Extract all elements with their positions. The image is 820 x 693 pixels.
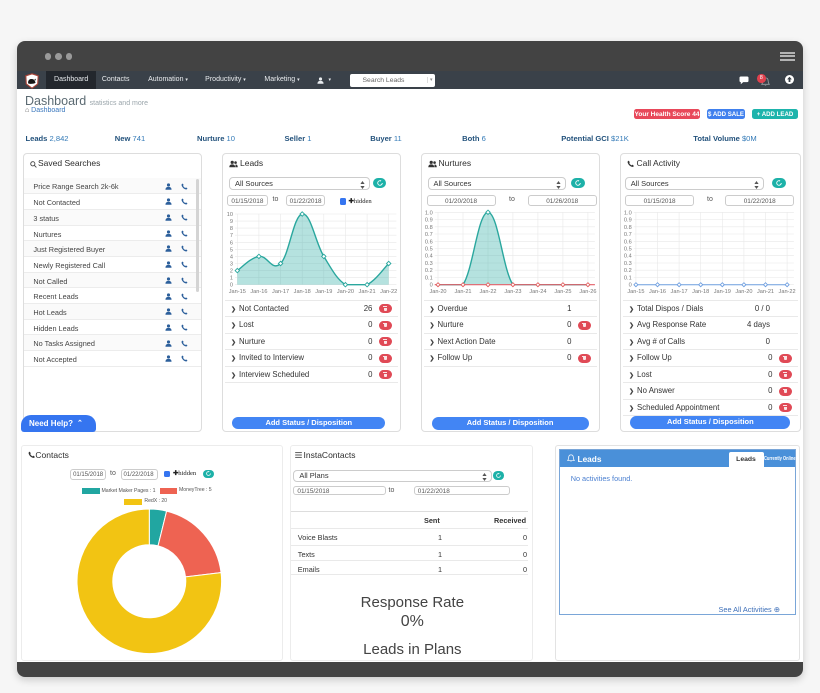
- svg-text:Jan-20: Jan-20: [429, 289, 446, 295]
- svg-text:0.2: 0.2: [624, 269, 632, 275]
- svg-text:4: 4: [230, 255, 233, 261]
- svg-text:0.2: 0.2: [424, 269, 432, 275]
- svg-text:1.0: 1.0: [424, 211, 432, 217]
- svg-text:0.9: 0.9: [424, 218, 432, 224]
- svg-text:Jan-17: Jan-17: [671, 289, 688, 295]
- svg-text:0.1: 0.1: [424, 276, 432, 282]
- svg-text:Jan-19: Jan-19: [315, 289, 332, 295]
- svg-text:0.4: 0.4: [624, 254, 632, 260]
- svg-text:0: 0: [230, 283, 233, 289]
- svg-text:0.3: 0.3: [624, 261, 632, 267]
- svg-text:Jan-25: Jan-25: [554, 289, 571, 295]
- svg-text:Jan-20: Jan-20: [735, 289, 752, 295]
- svg-text:Jan-24: Jan-24: [529, 289, 546, 295]
- svg-text:0.8: 0.8: [624, 225, 632, 231]
- svg-text:Jan-23: Jan-23: [504, 289, 521, 295]
- svg-text:0.6: 0.6: [424, 240, 432, 246]
- svg-text:Jan-15: Jan-15: [229, 289, 246, 295]
- svg-text:0.7: 0.7: [424, 232, 432, 238]
- svg-text:7: 7: [230, 234, 233, 240]
- svg-text:5: 5: [230, 248, 233, 254]
- svg-text:8: 8: [230, 226, 233, 232]
- svg-text:Jan-15: Jan-15: [627, 289, 644, 295]
- svg-text:0.6: 0.6: [624, 240, 632, 246]
- svg-text:Jan-18: Jan-18: [294, 289, 311, 295]
- svg-text:0.1: 0.1: [624, 276, 632, 282]
- svg-text:2: 2: [230, 269, 233, 275]
- svg-text:0.5: 0.5: [624, 247, 632, 253]
- svg-text:Jan-16: Jan-16: [250, 289, 267, 295]
- svg-text:Jan-18: Jan-18: [692, 289, 709, 295]
- svg-text:10: 10: [227, 212, 233, 218]
- svg-text:Jan-19: Jan-19: [714, 289, 731, 295]
- svg-text:0.3: 0.3: [424, 261, 432, 267]
- svg-text:0.8: 0.8: [424, 225, 432, 231]
- svg-text:Jan-21: Jan-21: [757, 289, 774, 295]
- svg-text:0.9: 0.9: [624, 218, 632, 224]
- svg-text:Jan-22: Jan-22: [380, 289, 397, 295]
- svg-text:Jan-21: Jan-21: [454, 289, 471, 295]
- svg-text:Jan-21: Jan-21: [359, 289, 376, 295]
- svg-text:0: 0: [629, 283, 632, 289]
- svg-text:1.0: 1.0: [624, 211, 632, 217]
- svg-text:Jan-16: Jan-16: [649, 289, 666, 295]
- svg-text:0.4: 0.4: [424, 254, 432, 260]
- svg-text:Jan-22: Jan-22: [479, 289, 496, 295]
- svg-text:Jan-22: Jan-22: [779, 289, 796, 295]
- svg-text:Jan-20: Jan-20: [337, 289, 354, 295]
- svg-text:3: 3: [230, 262, 233, 268]
- svg-text:0.7: 0.7: [624, 232, 632, 238]
- svg-text:6: 6: [230, 241, 233, 247]
- svg-text:0.5: 0.5: [424, 247, 432, 253]
- svg-text:1: 1: [230, 276, 233, 282]
- svg-text:0: 0: [429, 283, 432, 289]
- svg-text:9: 9: [230, 219, 233, 225]
- svg-text:Jan-26: Jan-26: [579, 289, 596, 295]
- svg-text:Jan-17: Jan-17: [272, 289, 289, 295]
